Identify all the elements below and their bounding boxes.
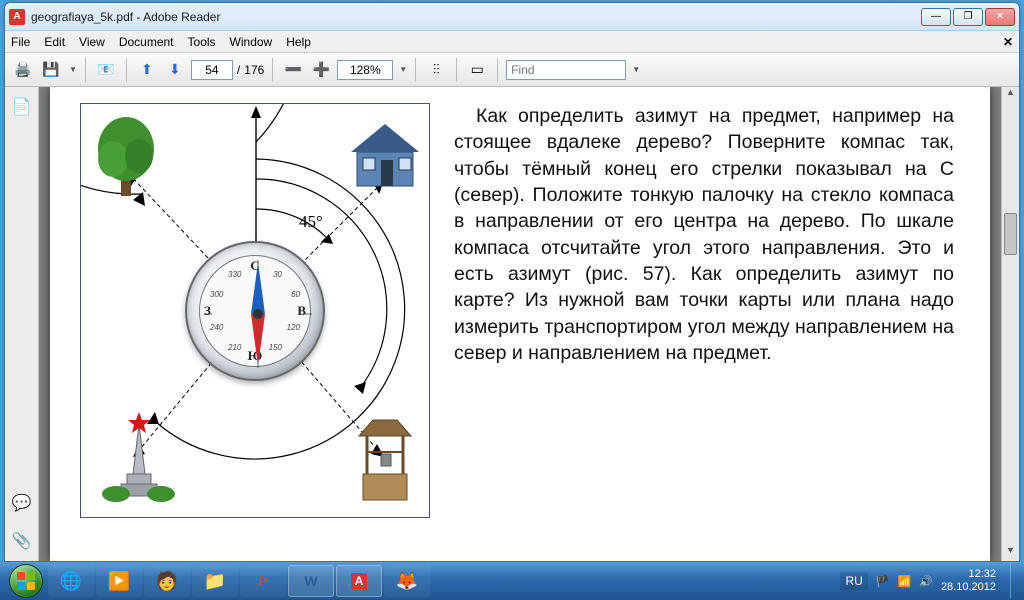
- window-buttons: — ❐ ✕: [921, 8, 1015, 26]
- menu-help[interactable]: Help: [286, 35, 311, 49]
- page-down-button[interactable]: ⬇: [163, 58, 187, 82]
- clock-time: 12:32: [941, 568, 996, 581]
- taskbar-ie-icon[interactable]: 🌐: [48, 565, 94, 597]
- windows-orb-icon: [9, 564, 43, 598]
- side-panel: 📄 💬 📎: [5, 87, 39, 561]
- taskbar-adobe-icon[interactable]: A: [336, 565, 382, 597]
- fit-page-button[interactable]: ▭: [465, 58, 489, 82]
- menu-document[interactable]: Document: [119, 35, 174, 49]
- house-icon: [351, 124, 419, 186]
- attachments-panel-button[interactable]: 📎: [10, 529, 34, 553]
- app-window: A geografiaya_5k.pdf - Adobe Reader — ❐ …: [4, 2, 1020, 562]
- window-title: geografiaya_5k.pdf - Adobe Reader: [31, 10, 921, 24]
- tree-icon: [98, 117, 154, 196]
- taskbar: 🌐 ▶️ 🧑 📁 P W A 🦊 RU 🏴 📶 🔊 12:32 28.10.20…: [0, 562, 1024, 600]
- find-input[interactable]: [506, 60, 626, 80]
- tray-network-icon[interactable]: 📶: [898, 575, 912, 588]
- separator: [126, 58, 127, 82]
- start-button[interactable]: [6, 563, 46, 599]
- monument-icon: [102, 412, 175, 502]
- dropdown-icon[interactable]: ▼: [69, 65, 77, 74]
- scrollbar-thumb[interactable]: [1004, 213, 1017, 255]
- page-left: 45° С Ю В З 330 30 60 120 1: [50, 87, 450, 561]
- clock-date: 28.10.2012: [941, 581, 996, 594]
- compass-diagram: 45° С Ю В З 330 30 60 120 1: [80, 103, 430, 518]
- tray-volume-icon[interactable]: 🔊: [919, 575, 933, 588]
- dropdown-icon[interactable]: ▼: [632, 65, 640, 74]
- show-desktop-button[interactable]: [1010, 563, 1018, 599]
- menu-tools[interactable]: Tools: [188, 35, 216, 49]
- page-sep: /: [237, 63, 240, 77]
- taskbar-firefox-icon[interactable]: 🦊: [384, 565, 430, 597]
- body: 📄 💬 📎: [5, 87, 1019, 561]
- toolbar: 🖨️ 💾 ▼ 📧 ⬆ ⬇ / 176 ➖ ➕ ▼ ⫶⫶ ▭ ▼: [5, 53, 1019, 87]
- page-text: Как определить азимут на предмет, наприм…: [450, 87, 990, 561]
- taskbar-explorer-icon[interactable]: 📁: [192, 565, 238, 597]
- menubar: File Edit View Document Tools Window Hel…: [5, 31, 1019, 53]
- print-button[interactable]: 🖨️: [11, 58, 35, 82]
- well-icon: [359, 420, 411, 500]
- close-button[interactable]: ✕: [985, 8, 1015, 26]
- separator: [456, 58, 457, 82]
- menu-window[interactable]: Window: [230, 35, 273, 49]
- compass: С Ю В З 330 30 60 120 150 210 240: [185, 241, 325, 381]
- adobe-reader-icon: A: [9, 9, 25, 25]
- taskbar-powerpoint-icon[interactable]: P: [240, 565, 286, 597]
- email-button[interactable]: 📧: [94, 58, 118, 82]
- titlebar: A geografiaya_5k.pdf - Adobe Reader — ❐ …: [5, 3, 1019, 31]
- taskbar-mediaplayer-icon[interactable]: ▶️: [96, 565, 142, 597]
- paragraph: Как определить азимут на предмет, наприм…: [454, 103, 954, 366]
- fit-width-button[interactable]: ⫶⫶: [424, 58, 448, 82]
- page-number-input[interactable]: [191, 60, 233, 80]
- language-indicator[interactable]: RU: [840, 572, 867, 590]
- taskbar-word-icon[interactable]: W: [288, 565, 334, 597]
- pages-panel-button[interactable]: 📄: [10, 95, 34, 119]
- dropdown-icon[interactable]: ▼: [399, 65, 407, 74]
- maximize-button[interactable]: ❐: [953, 8, 983, 26]
- menu-file[interactable]: File: [11, 35, 30, 49]
- pdf-page: 45° С Ю В З 330 30 60 120 1: [50, 87, 990, 561]
- angle-label: 45°: [299, 212, 323, 232]
- zoom-in-button[interactable]: ➕: [309, 58, 333, 82]
- clock[interactable]: 12:32 28.10.2012: [941, 568, 1002, 593]
- taskbar-app-icon[interactable]: 🧑: [144, 565, 190, 597]
- save-button[interactable]: 💾: [39, 58, 63, 82]
- system-tray: RU 🏴 📶 🔊 12:32 28.10.2012: [840, 563, 1018, 599]
- separator: [272, 58, 273, 82]
- minimize-button[interactable]: —: [921, 8, 951, 26]
- separator: [497, 58, 498, 82]
- page-up-button[interactable]: ⬆: [135, 58, 159, 82]
- menubar-close-icon[interactable]: ✕: [1003, 35, 1013, 49]
- zoom-input[interactable]: [337, 60, 393, 80]
- page-total: 176: [244, 63, 264, 77]
- zoom-out-button[interactable]: ➖: [281, 58, 305, 82]
- tray-flag-icon[interactable]: 🏴: [876, 575, 890, 588]
- comments-panel-button[interactable]: 💬: [10, 491, 34, 515]
- document-area: 45° С Ю В З 330 30 60 120 1: [39, 87, 1001, 561]
- separator: [415, 58, 416, 82]
- menu-edit[interactable]: Edit: [44, 35, 65, 49]
- separator: [85, 58, 86, 82]
- vertical-scrollbar[interactable]: ▲ ▼: [1001, 87, 1019, 561]
- menu-view[interactable]: View: [79, 35, 105, 49]
